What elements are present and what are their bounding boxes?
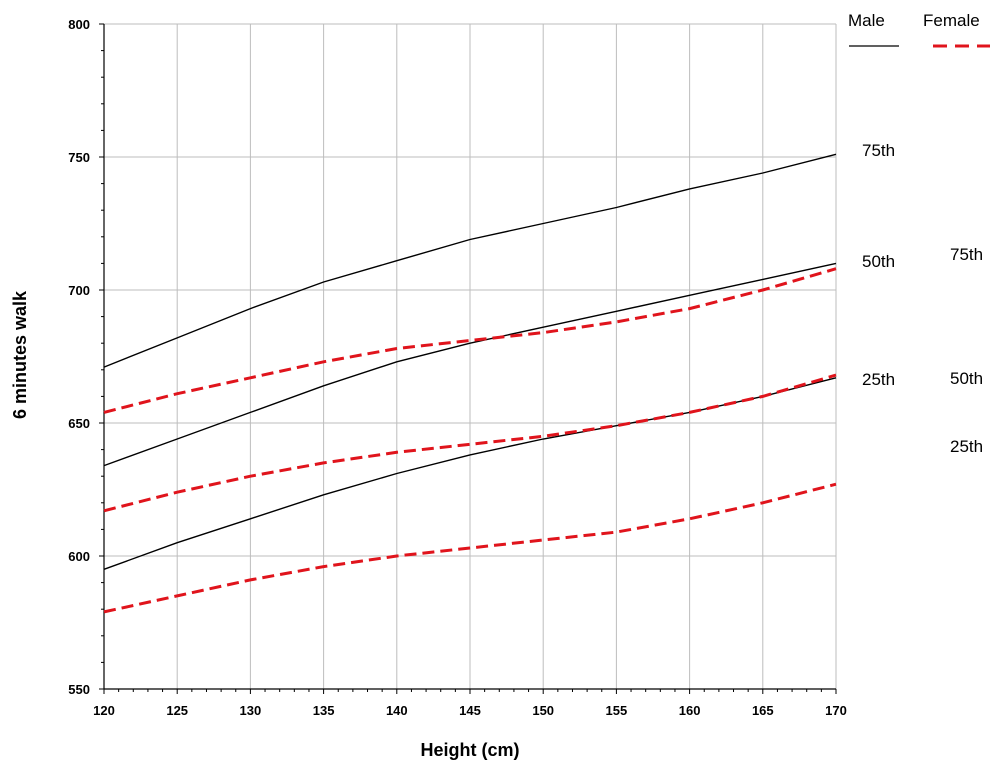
legend-male-label: Male bbox=[848, 11, 885, 30]
y-tick-label: 800 bbox=[68, 17, 90, 32]
x-tick-label: 145 bbox=[459, 703, 481, 718]
female-50th-line bbox=[103, 373, 837, 513]
x-tick-label: 125 bbox=[166, 703, 188, 718]
legend: Male Female bbox=[848, 11, 990, 48]
ticks: 120 125 130 135 140 145 150 155 160 165 170 550 600 6… bbox=[68, 17, 847, 718]
male-50th-label: 50th bbox=[862, 252, 895, 271]
male-75th-label: 75th bbox=[862, 141, 895, 160]
x-tick-label: 120 bbox=[93, 703, 115, 718]
x-tick-label: 170 bbox=[825, 703, 847, 718]
female-75th-line bbox=[103, 267, 837, 414]
series-group bbox=[103, 153, 837, 614]
x-tick-label: 130 bbox=[240, 703, 262, 718]
x-tick-label: 135 bbox=[313, 703, 335, 718]
male-75th-line bbox=[103, 153, 837, 368]
x-axis-label: Height (cm) bbox=[421, 740, 520, 760]
y-tick-label: 750 bbox=[68, 150, 90, 165]
percentile-labels: 75th 50th 25th 75th 50th 25th bbox=[862, 141, 983, 456]
y-tick-label: 550 bbox=[68, 682, 90, 697]
x-tick-label: 150 bbox=[532, 703, 554, 718]
female-25th-line bbox=[103, 482, 837, 614]
x-tick-label: 165 bbox=[752, 703, 774, 718]
y-tick-label: 650 bbox=[68, 416, 90, 431]
y-axis-label: 6 minutes walk bbox=[10, 290, 30, 419]
y-tick-label: 700 bbox=[68, 283, 90, 298]
male-50th-line bbox=[103, 262, 837, 467]
x-tick-label: 160 bbox=[679, 703, 701, 718]
y-tick-label: 600 bbox=[68, 549, 90, 564]
female-50th-label: 50th bbox=[950, 369, 983, 388]
male-25th-label: 25th bbox=[862, 370, 895, 389]
female-75th-label: 75th bbox=[950, 245, 983, 264]
female-25th-label: 25th bbox=[950, 437, 983, 456]
legend-female-label: Female bbox=[923, 11, 980, 30]
x-tick-label: 140 bbox=[386, 703, 408, 718]
x-tick-label: 155 bbox=[606, 703, 628, 718]
